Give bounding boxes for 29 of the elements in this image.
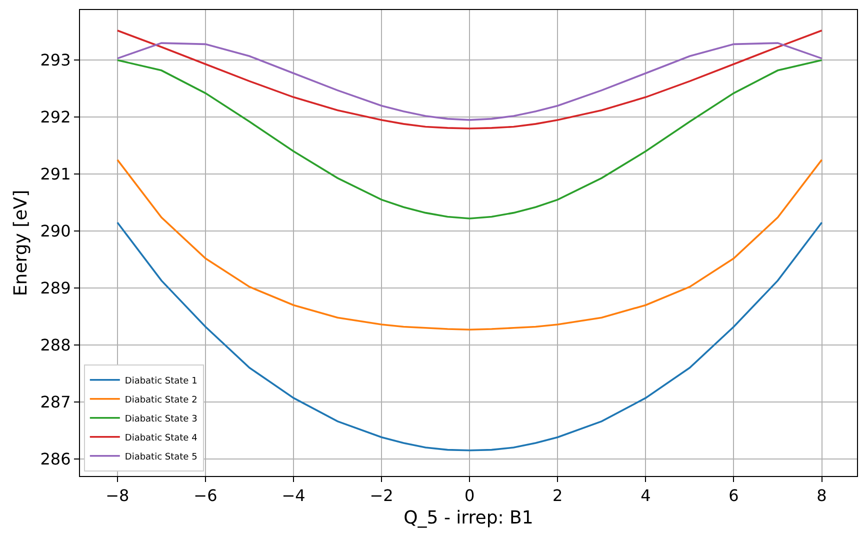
line-series xyxy=(116,59,823,220)
line-series xyxy=(116,42,823,121)
x-tick-label: −4 xyxy=(282,486,306,506)
legend-label: Diabatic State 4 xyxy=(124,433,198,444)
y-tick-label: 287 xyxy=(40,392,71,412)
legend-label: Diabatic State 3 xyxy=(124,414,198,424)
y-tick-label: 293 xyxy=(40,50,71,70)
line-series xyxy=(116,30,823,130)
x-tick-label: 8 xyxy=(816,486,827,506)
y-tick-label: 286 xyxy=(40,450,71,469)
x-tick-label: 4 xyxy=(640,486,651,506)
legend-label: Diabatic State 2 xyxy=(124,395,198,406)
y-tick-label: 292 xyxy=(40,108,71,127)
y-tick-label: 289 xyxy=(40,278,71,298)
x-tick-label: −6 xyxy=(194,486,218,506)
x-tick-label: 2 xyxy=(552,486,563,506)
y-tick-label: 290 xyxy=(40,222,71,241)
legend-label: Diabatic State 1 xyxy=(124,376,198,386)
line-series xyxy=(116,158,823,330)
x-tick-label: −2 xyxy=(370,486,394,506)
y-axis-title: Energy [eV] xyxy=(10,190,32,296)
x-tick-label: 6 xyxy=(728,486,739,506)
legend-label: Diabatic State 5 xyxy=(124,452,198,462)
line-series xyxy=(116,222,823,452)
y-tick-label: 291 xyxy=(40,164,71,184)
x-axis-title: Q_5 - irrep: B1 xyxy=(404,507,534,528)
x-tick-label: 0 xyxy=(464,486,475,506)
x-tick-label: −8 xyxy=(106,486,130,506)
y-tick-label: 288 xyxy=(40,336,71,355)
